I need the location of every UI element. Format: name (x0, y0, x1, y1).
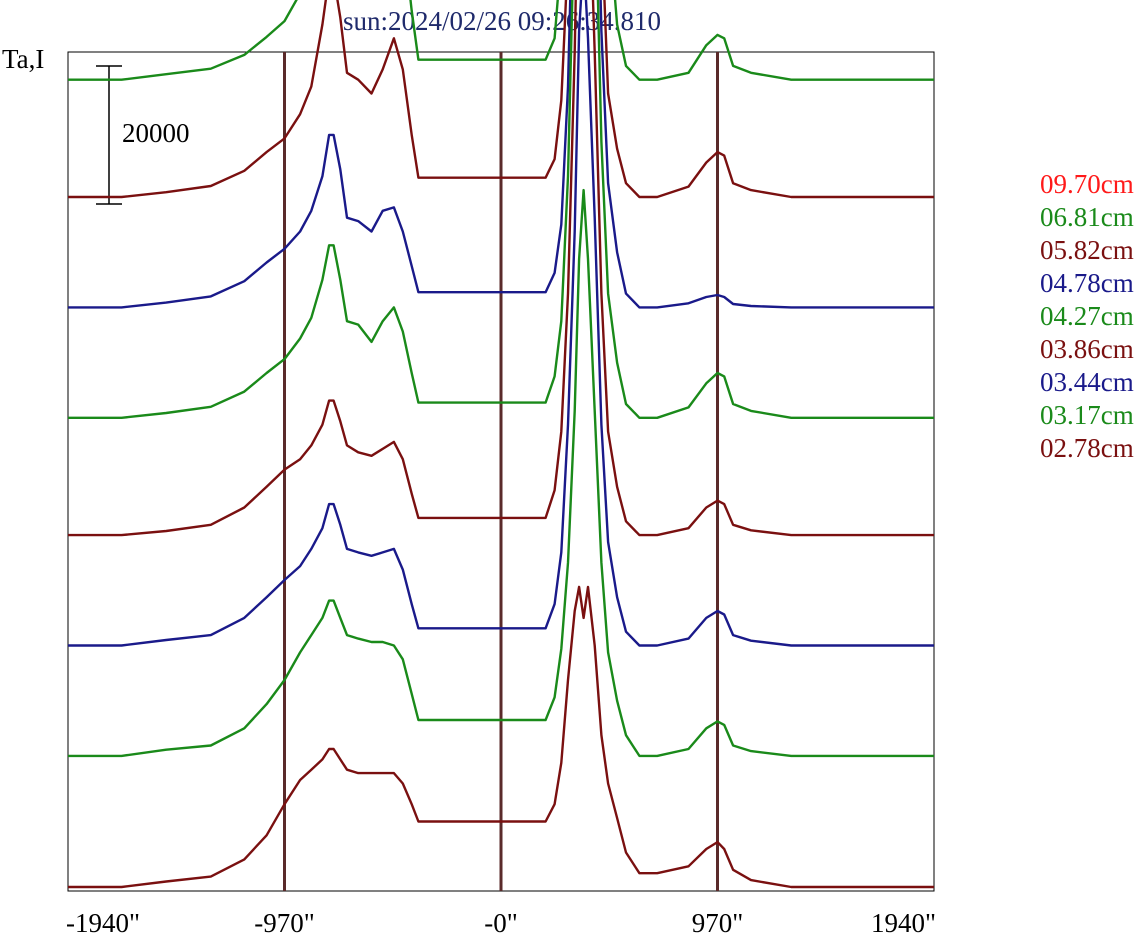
series-line-04.27cm (68, 0, 934, 419)
x-tick-label-3: 970" (692, 908, 744, 938)
legend-entry-04.78cm: 04.78cm (1040, 268, 1134, 298)
legend-entry-03.86cm: 03.86cm (1040, 334, 1134, 364)
legend-entry-04.27cm: 04.27cm (1040, 301, 1134, 331)
legend-entry-03.17cm: 03.17cm (1040, 400, 1134, 430)
series-line-03.17cm (68, 188, 934, 758)
y-axis-label: Ta,I (2, 44, 44, 74)
x-tick-label-1: -970" (254, 908, 315, 938)
x-tick-label-2: -0" (484, 908, 518, 938)
scale-bar (96, 65, 122, 205)
vertical-reference-lines (283, 52, 719, 891)
legend: 09.70cm06.81cm05.82cm04.78cm04.27cm03.86… (1040, 169, 1134, 463)
x-tick-label-4: 1940" (871, 908, 936, 938)
x-axis-tick-labels: -1940" -970" -0" 970" 1940" (66, 908, 936, 938)
series-group (68, 0, 934, 889)
series-line-02.78cm (68, 585, 934, 889)
legend-entry-06.81cm: 06.81cm (1040, 202, 1134, 232)
series-line-06.81cm (68, 0, 934, 81)
scale-bar-label: 20000 (122, 118, 190, 148)
legend-entry-05.82cm: 05.82cm (1040, 235, 1134, 265)
legend-entry-02.78cm: 02.78cm (1040, 433, 1134, 463)
chart-title: sun:2024/02/26 09:26:34.810 (343, 6, 661, 36)
series-line-05.82cm (68, 0, 934, 199)
x-tick-label-0: -1940" (66, 908, 140, 938)
series-line-03.86cm (68, 0, 934, 537)
legend-entry-09.70cm: 09.70cm (1040, 169, 1134, 199)
series-line-03.44cm (68, 0, 934, 647)
series-line-04.78cm (68, 0, 934, 309)
legend-entry-03.44cm: 03.44cm (1040, 367, 1134, 397)
